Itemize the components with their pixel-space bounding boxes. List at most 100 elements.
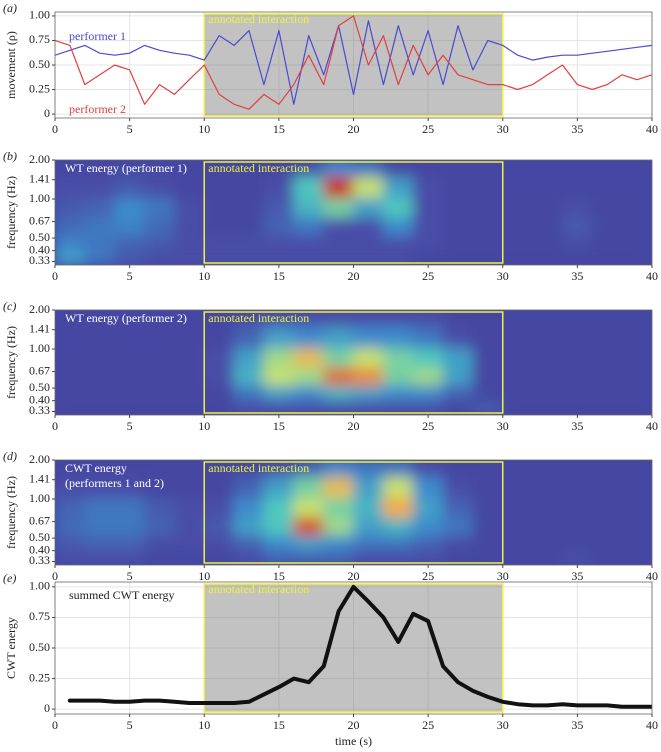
heatmap-cell	[353, 326, 384, 349]
heatmap-cell	[442, 517, 474, 537]
heatmap-cell	[323, 235, 354, 252]
heatmap-cell	[561, 367, 593, 387]
heatmap-cell	[263, 550, 295, 565]
heatmap-cell	[84, 160, 116, 178]
x-tick-label: 35	[571, 419, 583, 433]
heatmap-cell	[173, 476, 205, 499]
heatmap-cell	[293, 517, 325, 537]
heatmap-cell	[412, 476, 444, 499]
heatmap-cell	[353, 550, 384, 565]
heatmap-cell	[472, 550, 504, 565]
heatmap-cell	[263, 385, 295, 402]
heatmap-cell	[323, 517, 354, 537]
heatmap-cell	[144, 176, 175, 199]
panel-label: CWT energy	[65, 461, 127, 475]
heatmap-cell	[591, 497, 623, 519]
y-tick-label: 0.40	[29, 242, 50, 256]
heatmap-cell	[84, 400, 116, 415]
heatmap-cell	[263, 400, 295, 415]
heatmap-cell	[532, 347, 563, 369]
y-axis-title: movement (ρ)	[4, 31, 18, 99]
heatmap-cell	[561, 160, 593, 178]
y-tick-label: 0.67	[29, 513, 50, 527]
heatmap-cell	[114, 176, 146, 199]
y-tick-label: 0.50	[29, 380, 50, 394]
heatmap-cell	[233, 235, 265, 252]
heatmap-cell	[293, 550, 325, 565]
heatmap-cell	[442, 235, 474, 252]
heatmap-cell	[55, 497, 86, 519]
heatmap-cell	[561, 197, 593, 219]
heatmap-cell	[293, 310, 325, 328]
y-tick-label: 0.40	[29, 542, 50, 556]
x-tick-label: 25	[422, 419, 434, 433]
heatmap-cell	[532, 550, 563, 565]
x-tick-label: 40	[646, 269, 658, 283]
heatmap-cell	[382, 535, 414, 552]
heatmap-cell	[382, 347, 414, 369]
heatmap-cell	[203, 550, 235, 565]
x-tick-label: 40	[646, 718, 658, 732]
y-tick-label: 0.33	[29, 253, 50, 267]
heatmap-cell	[84, 197, 116, 219]
heatmap-cell	[323, 326, 354, 349]
heatmap-cell	[621, 176, 652, 199]
heatmap-cell	[203, 176, 235, 199]
heatmap-cell	[382, 310, 414, 328]
y-tick-label: 0.33	[29, 403, 50, 417]
y-axis-title: frequency (Hz)	[4, 476, 18, 549]
heatmap-cell	[591, 217, 623, 237]
heatmap-cell	[353, 235, 384, 252]
heatmap-cell	[591, 347, 623, 369]
heatmap-cell	[353, 497, 384, 519]
heatmap-cell	[532, 235, 563, 252]
heatmap-cell	[233, 400, 265, 415]
heatmap	[55, 460, 652, 565]
heatmap-cell	[263, 197, 295, 219]
heatmap-cell	[114, 235, 146, 252]
heatmap-cell	[353, 197, 384, 219]
lines	[55, 15, 652, 110]
heatmap-cell	[263, 250, 295, 265]
x-tick-label: 10	[198, 122, 210, 136]
heatmap-cell	[173, 176, 205, 199]
heatmap-cell	[55, 250, 86, 265]
heatmap-cell	[84, 235, 116, 252]
heatmap-cell	[412, 310, 444, 328]
heatmap-cell	[502, 217, 534, 237]
heatmap-cell	[532, 497, 563, 519]
heatmap-cell	[442, 310, 474, 328]
heatmap-cell	[55, 476, 86, 499]
heatmap-cell	[412, 347, 444, 369]
heatmap-cell	[412, 385, 444, 402]
y-axis-title: CWT energy	[4, 617, 18, 679]
heatmap-cell	[84, 535, 116, 552]
heatmap-cell	[114, 217, 146, 237]
heatmap-cell	[382, 550, 414, 565]
heatmap	[55, 310, 652, 415]
heatmap-cell	[173, 250, 205, 265]
heatmap-cell	[472, 535, 504, 552]
heatmap-cell	[293, 400, 325, 415]
x-tick-label: 20	[348, 269, 360, 283]
heatmap-cell	[532, 460, 563, 478]
heatmap-cell	[621, 347, 652, 369]
heatmap-cell	[472, 176, 504, 199]
panel-letter: (a)	[3, 1, 17, 15]
heatmap-cell	[84, 250, 116, 265]
heatmap-cell	[442, 535, 474, 552]
heatmap-cell	[382, 176, 414, 199]
heatmap-cell	[472, 235, 504, 252]
y-tick-label: 0.50	[29, 57, 50, 71]
x-axis-title: time (s)	[335, 734, 372, 748]
heatmap-cell	[144, 310, 175, 328]
heatmap-cell	[173, 550, 205, 565]
heatmap-cell	[591, 197, 623, 219]
heatmap-cell	[203, 250, 235, 265]
heatmap-cell	[353, 310, 384, 328]
heatmap-cell	[173, 460, 205, 478]
heatmap-cell	[203, 235, 235, 252]
heatmap-cell	[233, 160, 265, 178]
